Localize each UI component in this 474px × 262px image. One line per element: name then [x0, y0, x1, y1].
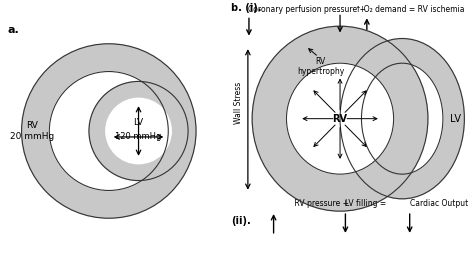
Text: Coronary perfusion pressure +: Coronary perfusion pressure + — [248, 5, 368, 14]
Ellipse shape — [286, 63, 393, 174]
Circle shape — [22, 44, 196, 218]
Ellipse shape — [362, 63, 443, 174]
Text: b. (i).: b. (i). — [231, 3, 261, 13]
Text: 120 mmHg: 120 mmHg — [115, 133, 162, 141]
Text: LV: LV — [134, 118, 144, 127]
Text: Wall Stress: Wall Stress — [234, 82, 243, 124]
Text: (ii).: (ii). — [231, 216, 250, 226]
Ellipse shape — [340, 39, 465, 199]
Text: LV filling =: LV filling = — [346, 199, 389, 208]
Text: a.: a. — [8, 25, 19, 35]
Text: LV: LV — [450, 114, 461, 124]
Text: RV
hypertrophy: RV hypertrophy — [297, 57, 345, 76]
Text: Cardiac Output: Cardiac Output — [410, 199, 468, 208]
Circle shape — [89, 81, 188, 181]
Text: RV
20 mmHg: RV 20 mmHg — [10, 121, 55, 141]
Circle shape — [106, 98, 171, 164]
Circle shape — [49, 72, 168, 190]
Text: RV: RV — [333, 114, 347, 124]
Text: ↑ O₂ demand = RV ischemia: ↑ O₂ demand = RV ischemia — [355, 5, 465, 14]
Text: RV pressure +: RV pressure + — [292, 199, 351, 208]
Ellipse shape — [252, 26, 428, 211]
